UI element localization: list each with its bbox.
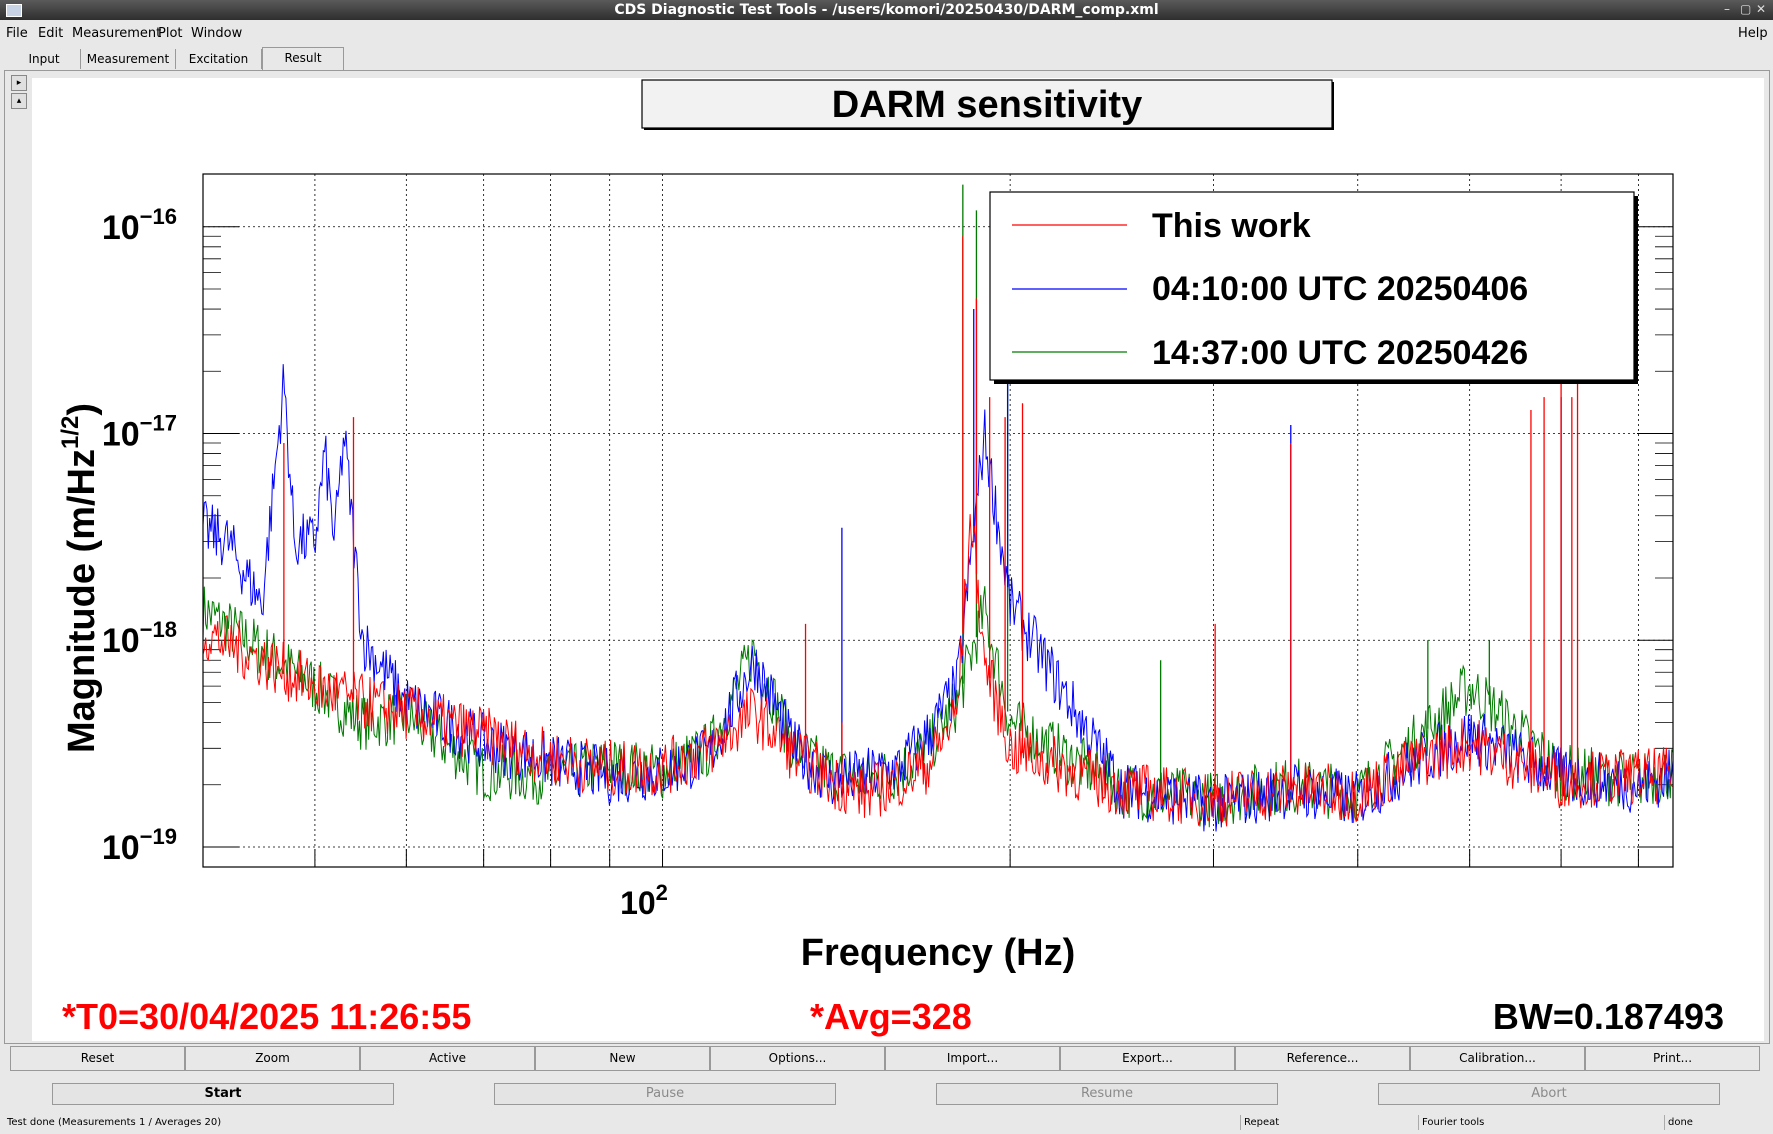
legend-label-this-work: This work [1152,207,1311,245]
plot-svg[interactable]: DARM sensitivity 10−16 10−17 10−18 10−19 10… [32,78,1764,1041]
tab-measurement[interactable]: Measurement [81,49,176,69]
plot-frame [202,173,1674,868]
tab-result[interactable]: Result [262,47,344,70]
active-button[interactable]: Active [360,1046,535,1071]
export-button[interactable]: Export... [1060,1046,1235,1071]
menu-help[interactable]: Help [1738,26,1768,41]
plot-title: DARM sensitivity [832,84,1142,126]
status-state: done [1664,1115,1768,1130]
options-button[interactable]: Options... [710,1046,885,1071]
window-titlebar: CDS Diagnostic Test Tools - /users/komor… [0,0,1773,20]
app-icon [6,4,22,17]
resume-button[interactable]: Resume [936,1083,1278,1105]
calibration-button[interactable]: Calibration... [1410,1046,1585,1071]
menu-measurement[interactable]: Measurement [72,26,162,41]
reset-button[interactable]: Reset [10,1046,185,1071]
status-tool: Fourier tools [1418,1115,1662,1130]
import-button[interactable]: Import... [885,1046,1060,1071]
t0-annotation: *T0=30/04/2025 11:26:55 [62,996,471,1037]
pause-button[interactable]: Pause [494,1083,836,1105]
menu-plot[interactable]: Plot [158,26,183,41]
x-axis-label: Frequency (Hz) [801,932,1075,974]
arrow-right-icon[interactable]: ▸ [11,75,27,91]
y-tick-labels: 10−16 10−17 10−18 10−19 [102,204,177,867]
start-button[interactable]: Start [52,1083,394,1105]
status-repeat: Repeat [1240,1115,1416,1130]
plot-control-bar: Reset Zoom Active New Options... Import.… [10,1046,1760,1071]
plot-canvas[interactable]: DARM sensitivity 10−16 10−17 10−18 10−19 10… [32,78,1764,1041]
abort-button[interactable]: Abort [1378,1083,1720,1105]
menu-file[interactable]: File [6,26,28,41]
status-message: Test done (Measurements 1 / Averages 20) [7,1117,222,1128]
y-tick-label: 10−16 [102,204,177,247]
series-line-2 [202,586,1674,828]
x-tick-label: 102 [620,880,668,921]
close-icon[interactable]: ✕ [1756,2,1767,16]
reference-button[interactable]: Reference... [1235,1046,1410,1071]
print-button[interactable]: Print... [1585,1046,1760,1071]
y-tick-label: 10−19 [102,824,177,867]
maximize-icon[interactable]: ▢ [1740,2,1752,16]
y-axis-label: Magnitude (m/Hz1/2) [57,403,103,753]
tab-excitation[interactable]: Excitation [176,49,262,69]
menu-edit[interactable]: Edit [38,26,64,41]
series-layer [202,184,1674,832]
menu-window[interactable]: Window [191,26,243,41]
status-bar: Test done (Measurements 1 / Averages 20)… [0,1112,1773,1132]
action-bar: Start Pause Resume Abort [0,1080,1773,1106]
plot-grid [203,174,1673,867]
minimize-icon[interactable]: – [1724,2,1730,16]
series-0-group [202,236,1674,827]
avg-annotation: *Avg=328 [810,996,972,1037]
plot-title-box [641,79,1333,129]
y-tick-label: 10−17 [102,411,177,454]
window-title: CDS Diagnostic Test Tools - /users/komor… [614,2,1159,18]
tab-bar: Input Measurement Excitation Result [8,47,1768,70]
new-button[interactable]: New [535,1046,710,1071]
y-tick-label: 10−18 [102,617,177,660]
legend-box [989,191,1635,381]
bw-annotation: BW=0.187493 [1493,996,1724,1037]
tab-input[interactable]: Input [8,49,81,69]
legend: This work 04:10:00 UTC 20250406 14:37:00… [989,191,1638,384]
menubar: File Edit Measurement Plot Window Help [0,22,1773,44]
legend-label-20250406: 04:10:00 UTC 20250406 [1152,270,1528,308]
zoom-button[interactable]: Zoom [185,1046,360,1071]
legend-label-20250426: 14:37:00 UTC 20250426 [1152,334,1528,372]
arrow-up-icon[interactable]: ▴ [11,93,27,109]
series-line-0 [202,514,1674,827]
